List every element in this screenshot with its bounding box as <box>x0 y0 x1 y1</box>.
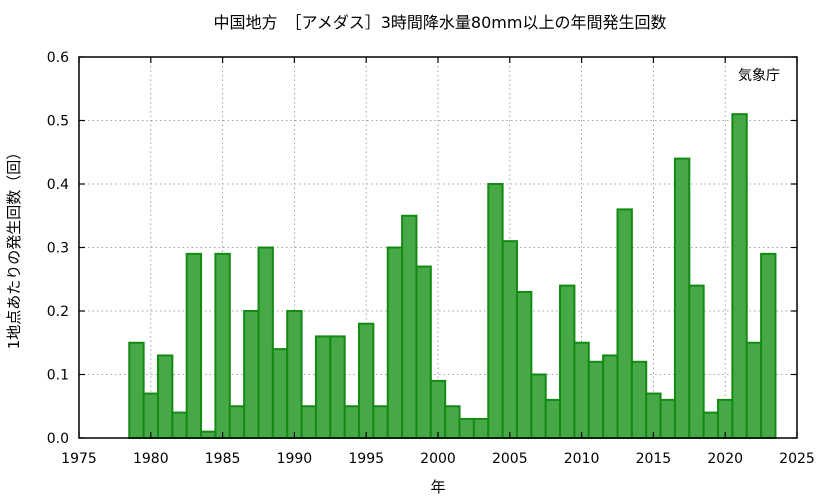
bar <box>171 411 188 440</box>
bar <box>429 379 447 440</box>
bar <box>530 373 547 439</box>
bar <box>156 354 174 440</box>
bar <box>472 417 490 440</box>
x-tick-label: 1980 <box>133 451 169 467</box>
y-tick-label: 0.1 <box>47 368 69 384</box>
bar <box>673 157 691 439</box>
bar <box>329 335 346 439</box>
bar <box>702 411 720 440</box>
x-tick-label: 2005 <box>492 451 528 467</box>
y-tick-label: 0.6 <box>47 50 69 66</box>
bar <box>300 405 317 439</box>
y-tick-label: 0.2 <box>47 304 69 320</box>
bar <box>573 341 590 439</box>
source-annotation: 気象庁 <box>738 68 780 84</box>
x-axis-label: 年 <box>430 478 445 496</box>
x-tick-label: 2020 <box>707 451 743 467</box>
chart-title: 中国地方 ［アメダス］3時間降水量80mm以上の年間発生回数 <box>214 13 667 32</box>
x-tick-label: 2025 <box>779 451 815 467</box>
bar <box>372 405 389 439</box>
bar <box>243 310 260 439</box>
bar <box>515 290 533 440</box>
bar <box>185 252 203 439</box>
bar <box>401 214 418 439</box>
bar <box>358 322 375 440</box>
bar <box>544 398 562 439</box>
bar <box>286 310 303 439</box>
bar <box>128 341 145 439</box>
bar <box>501 240 518 439</box>
bar <box>200 430 217 439</box>
bar <box>228 405 246 439</box>
bar <box>415 265 432 439</box>
x-tick-label: 2015 <box>636 451 672 467</box>
bar <box>559 284 576 439</box>
x-tick-label: 2010 <box>564 451 600 467</box>
bar <box>645 392 662 439</box>
bar <box>458 417 475 440</box>
bar <box>731 113 748 440</box>
x-tick-label: 1975 <box>61 451 97 467</box>
x-tick-label: 2000 <box>420 451 456 467</box>
y-axis-label: 1地点あたりの発生回数（回） <box>5 145 23 350</box>
bar <box>343 405 361 439</box>
x-tick-label: 1985 <box>205 451 241 467</box>
bar <box>257 246 274 439</box>
bar <box>760 252 777 439</box>
bar <box>688 284 705 439</box>
x-axis-ticks: 1975 1980 1985 1990 1995 2000 2005 2010 2015 2020… <box>61 57 815 467</box>
bar <box>386 246 404 439</box>
bar <box>314 335 332 439</box>
bar <box>659 398 676 439</box>
bar <box>487 183 504 439</box>
x-tick-label: 1995 <box>348 451 384 467</box>
bar <box>214 252 231 439</box>
bar <box>616 208 633 439</box>
y-tick-label: 0.4 <box>47 177 69 193</box>
x-tick-label: 1990 <box>277 451 313 467</box>
bar <box>142 392 159 439</box>
y-axis-ticks: 0.0 0.1 0.2 0.3 0.4 0.5 0.6 <box>47 50 797 447</box>
bar <box>587 360 605 439</box>
grid-lines <box>79 57 797 438</box>
bar <box>602 354 619 440</box>
bar <box>271 348 289 440</box>
bar <box>444 405 461 439</box>
bar <box>630 360 648 439</box>
bar <box>745 341 763 439</box>
bars-group <box>128 113 777 440</box>
y-tick-label: 0.0 <box>47 431 69 447</box>
y-tick-label: 0.3 <box>47 241 69 257</box>
y-tick-label: 0.5 <box>47 114 69 130</box>
